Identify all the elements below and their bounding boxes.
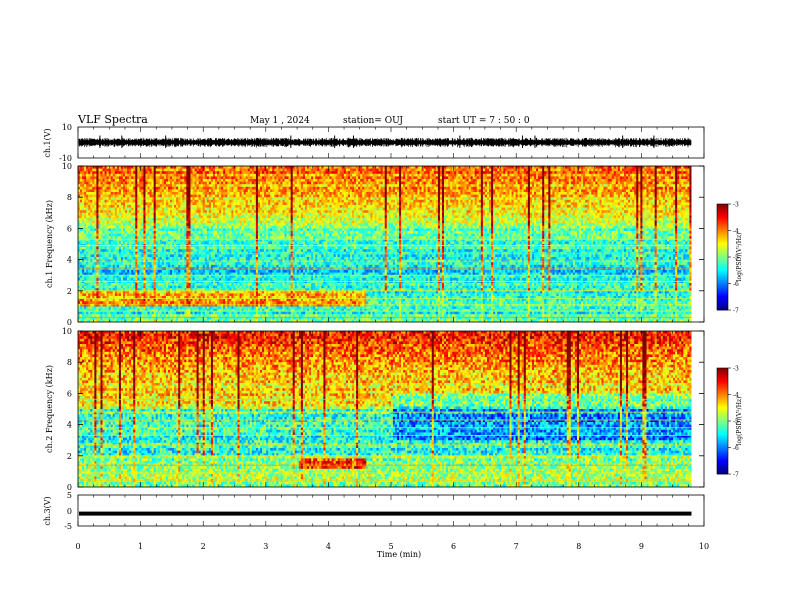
ch3-ylabel: ch.3(V) <box>43 496 52 525</box>
ch1-waveform-line <box>78 137 692 148</box>
spectrogram-ytick-label: 0 <box>67 318 72 327</box>
colorbar-label: log(PSD)(V²/Hz) <box>736 397 743 446</box>
ch3-ytick-bottom: -5 <box>64 522 72 531</box>
ch1-waveform-panel: 10 -10 ch.1(V) <box>43 123 705 163</box>
start-time-label: start UT = 7 : 50 : 0 <box>438 116 530 126</box>
ch1-ytick-bottom: -10 <box>59 154 72 163</box>
ch1-colorbar: -3 -4 -5 -6 -7 log(PSD)(V²/Hz) <box>716 202 743 315</box>
x-axis-tick-label: 5 <box>388 542 393 551</box>
x-axis-tick-label: 0 <box>75 542 80 551</box>
spectrogram-ytick-label: 8 <box>67 193 72 202</box>
colorbar-tick-label: -4 <box>733 392 739 399</box>
x-axis: 0 1 2 3 4 5 6 7 8 9 10 <box>75 127 709 551</box>
x-axis-tick-label: 2 <box>201 542 206 551</box>
ch2-colorbar: -3 -4 -5 -6 -7 log(PSD)(V²/Hz) <box>716 366 743 479</box>
x-axis-label: Time (min) <box>377 550 421 559</box>
figure-title: VLF Spectra <box>77 113 148 126</box>
date-label: May 1 , 2024 <box>250 116 310 126</box>
spectrogram-ytick-label: 4 <box>67 256 72 265</box>
colorbar-label: log(PSD)(V²/Hz) <box>736 233 743 282</box>
ch3-waveform-trace <box>79 511 692 516</box>
x-axis-tick-label: 4 <box>326 542 331 551</box>
ch1-ytick-top: 10 <box>62 123 72 132</box>
x-axis-tick-label: 8 <box>576 542 581 551</box>
x-axis-tick-label: 6 <box>451 542 456 551</box>
spectrogram-ytick-label: 10 <box>62 162 72 171</box>
ch1-spectrogram-yticks: 0 2 4 6 8 10 <box>62 162 704 327</box>
ch3-waveform-line <box>79 511 692 516</box>
colorbar-tick-label: -6 <box>733 281 739 288</box>
ch2-spectrogram-ylabel: ch.2 Frequency (kHz) <box>45 365 54 453</box>
spectrogram-ytick-label: 4 <box>67 421 72 430</box>
colorbar-tick-label: -7 <box>733 472 739 479</box>
spectrogram-ytick-label: 8 <box>67 358 72 367</box>
colorbar-tick-label: -4 <box>733 228 739 235</box>
colorbar-tick-label: -3 <box>733 202 739 209</box>
ch3-ytick-top: 5 <box>67 491 72 500</box>
ch1-spectrogram-panel: 0 2 4 6 8 10 ch.1 Frequency (kHz) <box>45 162 705 327</box>
ch1-spectrogram-image <box>78 166 704 323</box>
colorbar-tick-label: -3 <box>733 366 739 373</box>
x-axis-tick-label: 3 <box>263 542 268 551</box>
ch2-spectrogram-yticks: 0 2 4 6 8 10 <box>62 327 704 492</box>
x-axis-tick-label: 10 <box>699 542 709 551</box>
spectrogram-ytick-label: 6 <box>67 389 72 398</box>
ch2-spectrogram-panel: 0 2 4 6 8 10 ch.2 Frequency (kHz) <box>45 327 705 492</box>
ch1-spectrogram-ylabel: ch.1 Frequency (kHz) <box>45 200 54 288</box>
colorbar-tick-label: -5 <box>733 419 739 426</box>
x-axis-tick-label: 9 <box>639 542 644 551</box>
ch1-waveform-trace <box>78 135 692 148</box>
spectrogram-ytick-label: 2 <box>67 452 72 461</box>
spectrogram-ytick-label: 6 <box>67 224 72 233</box>
colorbar-tick-label: -5 <box>733 255 739 262</box>
colorbar-tick-label: -6 <box>733 445 739 452</box>
ch3-ytick-mid: 0 <box>67 507 72 516</box>
ch1-ylabel: ch.1(V) <box>43 128 52 157</box>
ch2-spectrogram-image <box>78 331 704 488</box>
spectrogram-ytick-label: 0 <box>67 483 72 492</box>
x-axis-tick-label: 1 <box>138 542 143 551</box>
colorbar-tick-label: -7 <box>733 308 739 315</box>
x-axis-tick-label: 7 <box>514 542 519 551</box>
spectrogram-ytick-label: 2 <box>67 287 72 296</box>
spectrogram-ytick-label: 10 <box>62 327 72 336</box>
ch3-waveform-panel: 5 0 -5 ch.3(V) <box>43 491 705 531</box>
station-label: station= OUJ <box>343 116 403 126</box>
